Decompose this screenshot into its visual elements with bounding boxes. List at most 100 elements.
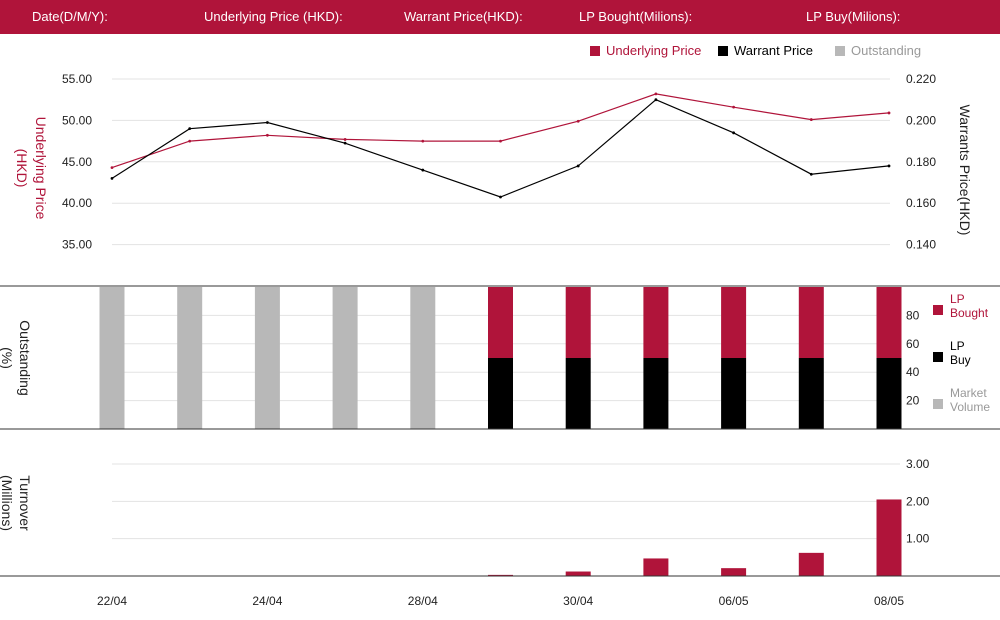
warrant-price-point [654,98,658,102]
lp-buy-bar [643,358,669,429]
date-label: Date(D/M/Y): [32,9,108,24]
labels: 55.00 50.00 45.00 40.00 35.00 0.220 0.200 0.180… [0,72,973,608]
warrant-price-point [188,127,192,131]
warrant-price-point [266,121,269,124]
warrant-price-point [499,195,502,199]
x-tick-label: 08/05 [874,594,904,608]
warrant-price-point [576,164,580,168]
warrant-price-point [732,131,735,135]
lp-buy-bar [798,358,824,429]
left-tick-label: 55.00 [62,72,92,86]
lp-bought-bar [876,287,902,358]
legend2-label: Volume [950,400,990,414]
warrant-price-point [343,141,347,145]
right-tick-label: 0.180 [906,155,936,169]
lp-buy-bar [721,358,747,429]
legends: Underlying Price Warrant Price Outstanding… [590,43,990,414]
legend-label: Outstanding [851,43,921,58]
right-tick-label: 0.140 [906,238,936,252]
warrant-price-line [111,99,890,198]
left-axis-title: Underlying Price [33,117,49,220]
lp-bought-bar [798,287,824,358]
x-tick-label: 28/04 [408,594,438,608]
underlying-price-point [809,118,813,121]
warrant-chart: 55.00 50.00 45.00 40.00 35.00 0.220 0.200 0.180… [0,43,1000,608]
lp-bought-label: LP Bought(Milions): [579,9,693,24]
left-tick-label: 35.00 [62,238,92,252]
legend-label: Warrant Price [734,43,813,58]
turnover-tick-label: 1.00 [906,532,930,546]
legend2-swatch [933,305,943,315]
bars [99,287,902,576]
x-tick-label: 22/04 [97,594,127,608]
lp-buy-bar [876,358,902,429]
underlying-price-point [732,105,735,109]
turnover-axis-title: Turnover [17,475,33,531]
legend2-label: Bought [950,306,989,320]
warrant-price-point [110,176,114,180]
right-tick-label: 0.220 [906,72,936,86]
lp-bought-bar [643,287,669,358]
underlying-price-point [188,139,192,143]
legend2-swatch [933,399,943,409]
lp-bought-bar [488,287,513,358]
market-volume-bar [254,287,280,429]
legend2-label: Market [950,386,987,400]
turnover-bar [643,558,669,576]
lp-bought-bar [565,287,591,358]
underlying-price-point [421,139,425,143]
lp-buy-bar [565,358,591,429]
warrant-price-point [809,172,813,176]
legend-swatch [835,46,845,56]
market-volume-bar [410,287,436,429]
turnover-tick-label: 2.00 [906,494,930,508]
outstanding-tick-label: 20 [906,394,920,408]
underlying-price-point [343,138,347,141]
underlying-price-point [576,119,580,123]
outstanding-tick-label: 40 [906,365,920,379]
legend2-label: LP [950,292,965,306]
right-tick-label: 0.160 [906,196,936,210]
right-tick-label: 0.200 [906,113,936,127]
market-volume-bar [177,287,203,429]
underlying-price-point [499,139,502,143]
legend2-label: Buy [950,353,971,367]
turnover-axis-title-unit: (Millions) [0,475,15,531]
underlying-price-point [266,133,269,137]
legend-label: Underlying Price [606,43,701,58]
turnover-bar [488,574,513,576]
outstanding-axis-title-unit: (%) [0,347,15,369]
underlying-price-point [110,166,114,169]
underlying-price-label: Underlying Price (HKD): [204,9,343,24]
right-axis-title: Warrants Price(HKD) [957,105,973,236]
lp-buy-bar [488,358,513,429]
turnover-tick-label: 3.00 [906,457,930,471]
market-volume-bar [332,287,358,429]
turnover-bar [876,499,902,576]
turnover-bar [798,552,824,576]
underlying-price-line [111,93,890,169]
lp-buy-label: LP Buy(Milions): [806,9,901,24]
left-tick-label: 40.00 [62,196,92,210]
legend-swatch [718,46,728,56]
x-tick-label: 30/04 [563,594,593,608]
legend2-label: LP [950,339,965,353]
market-volume-bar [99,287,125,429]
underlying-price-point [654,92,658,96]
underlying-price-point [887,111,891,115]
left-axis-title-unit: (HKD) [14,149,30,188]
left-tick-label: 45.00 [62,155,92,169]
header-bar: Date(D/M/Y): Underlying Price (HKD): War… [0,0,1000,34]
warrant-price-point [421,168,425,172]
axes [0,285,1000,577]
warrant-price-point [887,164,891,168]
outstanding-axis-title: Outstanding [17,320,33,396]
x-tick-label: 06/05 [719,594,749,608]
left-tick-label: 50.00 [62,113,92,127]
outstanding-tick-label: 60 [906,337,920,351]
legend-swatch [590,46,600,56]
legend2-swatch [933,352,943,362]
x-tick-label: 24/04 [252,594,282,608]
turnover-bar [565,571,591,576]
outstanding-tick-label: 80 [906,308,920,322]
